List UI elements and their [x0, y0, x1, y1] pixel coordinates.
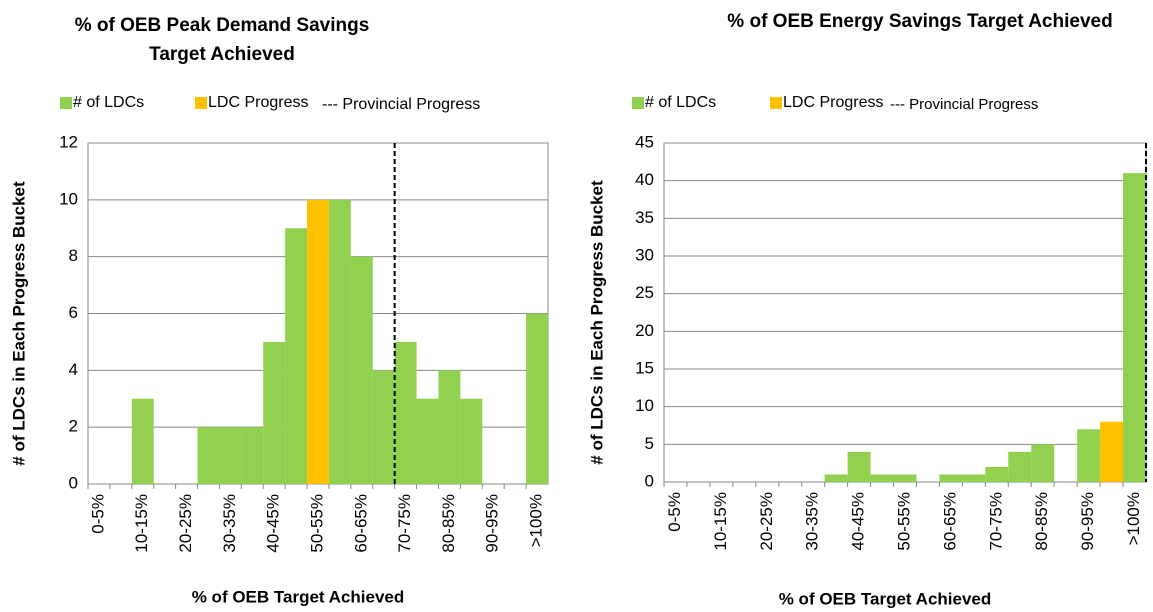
x-axis-label: % of OEB Target Achieved: [779, 589, 992, 608]
x-tick-label: 70-75%: [986, 492, 1005, 551]
x-tick-label: 60-65%: [351, 494, 370, 553]
x-tick-label: 70-75%: [395, 494, 414, 553]
y-tick-label: 40: [635, 170, 654, 189]
bar: [131, 398, 154, 484]
legend-swatch: [195, 97, 207, 109]
bar: [893, 474, 917, 482]
y-tick-label: 5: [645, 434, 654, 453]
x-tick-label: 80-85%: [1032, 492, 1051, 551]
x-tick-label: >100%: [527, 494, 546, 547]
bar: [372, 370, 395, 484]
y-tick-label: 12: [59, 132, 78, 151]
x-tick-label: 20-25%: [757, 492, 776, 551]
plot-frame: [663, 142, 1147, 483]
legend-swatch: [770, 97, 782, 109]
chart-title: % of OEB Peak Demand Savings: [75, 15, 370, 36]
bar: [350, 256, 373, 484]
bar: [460, 398, 483, 484]
x-tick-label: 0-5%: [88, 494, 107, 534]
y-tick-label: 10: [59, 189, 78, 208]
x-tick-label: 10-15%: [711, 492, 730, 551]
y-tick-label: 2: [69, 417, 78, 436]
legend-swatch: [632, 97, 644, 109]
y-axis-label: # of LDCs in Each Progress Bucket: [587, 180, 606, 465]
bar: [985, 466, 1009, 482]
bar: [307, 199, 329, 485]
bar: [1123, 173, 1146, 482]
y-tick-label: 20: [635, 321, 654, 340]
x-tick-label: >100%: [1124, 492, 1143, 545]
bar: [263, 341, 286, 484]
bar: [962, 474, 986, 482]
bar: [219, 427, 242, 484]
y-tick-label: 35: [635, 208, 654, 227]
bar: [285, 228, 308, 484]
chart-title: Target Achieved: [149, 44, 295, 65]
bar: [394, 341, 417, 484]
y-tick-label: 8: [69, 246, 78, 265]
y-tick-label: 6: [69, 303, 78, 322]
bar: [847, 451, 871, 482]
x-tick-label: 90-95%: [483, 494, 502, 553]
legend-label: --- Provincial Progress: [890, 96, 1038, 113]
x-tick-label: 30-35%: [220, 494, 239, 553]
x-tick-label: 90-95%: [1078, 492, 1097, 551]
y-tick-label: 15: [635, 358, 654, 377]
bar: [870, 474, 894, 482]
bar: [1031, 444, 1055, 482]
bar: [416, 398, 439, 484]
legend-label: LDC Progress: [208, 94, 308, 111]
x-tick-label: 20-25%: [176, 494, 195, 553]
y-tick-label: 0: [69, 473, 78, 492]
x-tick-label: 40-45%: [849, 492, 868, 551]
x-tick-label: 60-65%: [940, 492, 959, 551]
bar: [197, 427, 220, 484]
legend-label: # of LDCs: [645, 94, 716, 111]
bar: [1077, 429, 1101, 482]
bar: [1008, 451, 1032, 482]
legend-label: LDC Progress: [783, 94, 883, 111]
legend-swatch: [60, 97, 72, 109]
x-tick-label: 80-85%: [439, 494, 458, 553]
x-tick-label: 10-15%: [132, 494, 151, 553]
bar: [241, 427, 264, 484]
y-axis-label: # of LDCs in Each Progress Bucket: [9, 181, 28, 466]
x-tick-label: 50-55%: [894, 492, 913, 551]
bar: [1100, 421, 1124, 482]
x-tick-label: 50-55%: [307, 494, 326, 553]
bar: [438, 370, 461, 484]
y-tick-label: 25: [635, 283, 654, 302]
y-tick-label: 30: [635, 245, 654, 264]
chart-title: % of OEB Energy Savings Target Achieved: [727, 11, 1112, 32]
bar: [328, 199, 351, 485]
legend-label: --- Provincial Progress: [322, 96, 480, 113]
x-tick-label: 0-5%: [665, 492, 684, 532]
y-tick-label: 0: [645, 471, 654, 490]
x-tick-label: 30-35%: [803, 492, 822, 551]
x-tick-label: 40-45%: [264, 494, 283, 553]
bar: [824, 474, 848, 482]
bar: [939, 474, 963, 482]
y-tick-label: 45: [635, 132, 654, 151]
y-tick-label: 10: [635, 396, 654, 415]
x-axis-label: % of OEB Target Achieved: [192, 587, 405, 606]
bar: [526, 313, 548, 484]
legend-label: # of LDCs: [73, 94, 144, 111]
y-tick-label: 4: [69, 360, 78, 379]
